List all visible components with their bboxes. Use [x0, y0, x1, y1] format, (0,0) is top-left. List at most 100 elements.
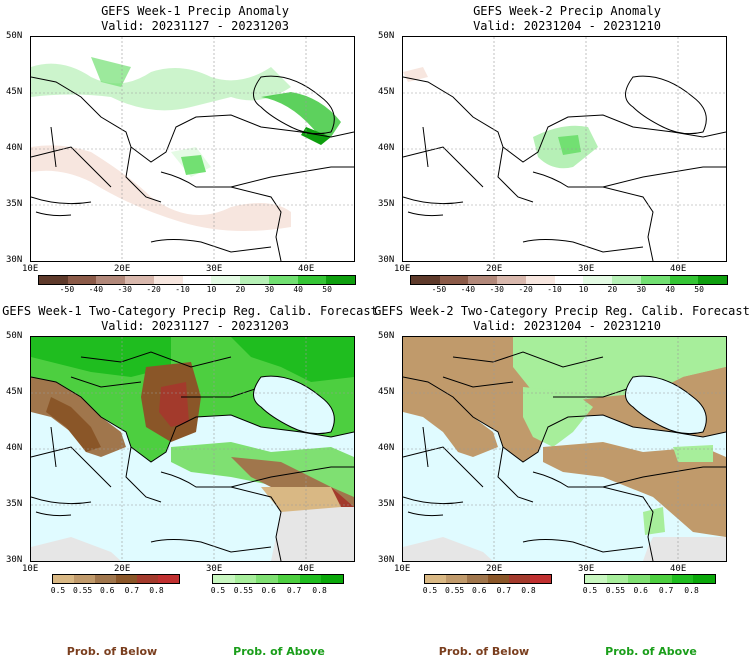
lat-label: 40N	[6, 143, 23, 153]
panel2-valid: Valid: 20231204 - 20231210	[473, 19, 661, 33]
above-colorbar-2	[584, 574, 716, 584]
prob-below-label-2: Prob. of Below	[438, 645, 530, 658]
colorbar-segment	[640, 276, 670, 284]
colorbar-tick-label: 0.8	[521, 586, 536, 595]
map-week2-two-category	[402, 336, 727, 562]
colorbar-tick-label: 0.6	[261, 586, 276, 595]
colorbar-segment	[53, 575, 74, 583]
panel3-valid: Valid: 20231127 - 20231203	[101, 319, 289, 333]
colorbar-segment	[39, 276, 68, 284]
lat-label: 50N	[6, 331, 23, 341]
lon-label: 10E	[22, 264, 39, 274]
colorbar-tick-label: 0.55	[444, 586, 465, 595]
colorbar-tick-label: -30	[117, 285, 132, 294]
below-colorbar-2	[424, 574, 552, 584]
colorbar-segment	[530, 575, 551, 583]
colorbar-tick-label: 0.7	[658, 586, 674, 595]
lon-label: 30E	[206, 564, 223, 574]
lat-label: 30N	[378, 255, 395, 265]
lat-label: 35N	[378, 199, 395, 209]
colorbar-segment	[240, 276, 269, 284]
below-colorbar-1	[52, 574, 180, 584]
panel4-valid: Valid: 20231204 - 20231210	[473, 319, 661, 333]
colorbar-segment	[509, 575, 530, 583]
colorbar-segment	[650, 575, 672, 583]
lon-label: 30E	[578, 564, 595, 574]
lon-label: 20E	[486, 264, 503, 274]
colorbar-tick-label: 0.5	[422, 586, 438, 595]
prob-above-label-1: Prob. of Above	[233, 645, 325, 658]
colorbar-segment	[326, 276, 356, 284]
lat-label: 45N	[6, 87, 23, 97]
above-colorbar-1	[212, 574, 344, 584]
colorbar-tick-label: 0.55	[233, 586, 254, 595]
colorbar-tick-label: 0.55	[605, 586, 626, 595]
colorbar-segment	[182, 276, 212, 284]
map-week2-anomaly	[402, 36, 727, 262]
colorbar-tick-label: 0.6	[99, 586, 115, 595]
colorbar-segment	[585, 575, 607, 583]
lon-label: 40E	[298, 264, 315, 274]
prob-below-label-1: Prob. of Below	[66, 645, 158, 658]
colorbar-tick-label: 50	[694, 285, 704, 294]
lat-label: 35N	[6, 199, 23, 209]
colorbar-tick-label: 0.55	[72, 586, 93, 595]
colorbar-tick-label: -50	[431, 285, 447, 294]
colorbar-tick-label: 40	[293, 285, 303, 294]
colorbar-tick-label: 40	[665, 285, 675, 294]
colorbar-tick-label: -30	[489, 285, 504, 294]
colorbar-tick-label: 30	[636, 285, 647, 294]
panel1-valid: Valid: 20231127 - 20231203	[101, 19, 289, 33]
panel3-title: GEFS Week-1 Two-Category Precip Reg. Cal…	[2, 304, 378, 318]
lat-label: 50N	[378, 31, 395, 41]
colorbar-tick-label: 0.7	[286, 586, 302, 595]
prob-above-label-2: Prob. of Above	[605, 645, 697, 658]
colorbar-segment	[606, 575, 629, 583]
colorbar-tick-label: 30	[264, 285, 275, 294]
colorbar-segment	[554, 276, 584, 284]
colorbar-tick-label: 0.5	[50, 586, 66, 595]
lon-label: 10E	[394, 264, 411, 274]
lon-label: 40E	[670, 564, 687, 574]
lat-label: 45N	[378, 387, 395, 397]
colorbar-segment	[256, 575, 279, 583]
colorbar-tick-label: 0.6	[471, 586, 487, 595]
colorbar-tick-label: 0.7	[496, 586, 512, 595]
colorbar-tick-label: -10	[175, 285, 190, 294]
colorbar-segment	[693, 575, 716, 583]
colorbar-segment	[299, 575, 322, 583]
colorbar-tick-label: -40	[460, 285, 476, 294]
lat-label: 50N	[378, 331, 395, 341]
colorbar-tick-label: 0.8	[149, 586, 164, 595]
colorbar-segment	[583, 276, 613, 284]
map-week1-two-category	[30, 336, 355, 562]
anomaly-colorbar-1	[38, 275, 356, 285]
colorbar-tick-label: 20	[607, 285, 618, 294]
lon-label: 10E	[22, 564, 39, 574]
colorbar-segment	[446, 575, 467, 583]
colorbar-segment	[497, 276, 526, 284]
colorbar-tick-label: 0.8	[312, 586, 327, 595]
colorbar-segment	[211, 276, 241, 284]
colorbar-tick-label: 0.5	[210, 586, 226, 595]
colorbar-tick-label: -20	[146, 285, 161, 294]
colorbar-segment	[153, 276, 183, 284]
colorbar-tick-label: 10	[206, 285, 217, 294]
lat-label: 40N	[378, 443, 395, 453]
colorbar-segment	[467, 575, 488, 583]
colorbar-segment	[158, 575, 179, 583]
colorbar-segment	[612, 276, 641, 284]
lon-label: 40E	[298, 564, 315, 574]
colorbar-segment	[278, 575, 300, 583]
lon-label: 40E	[670, 264, 687, 274]
panel4-title: GEFS Week-2 Two-Category Precip Reg. Cal…	[374, 304, 750, 318]
lat-label: 35N	[378, 499, 395, 509]
lon-label: 20E	[486, 564, 503, 574]
panel2-title: GEFS Week-2 Precip Anomaly	[473, 4, 661, 18]
colorbar-segment	[468, 276, 498, 284]
colorbar-tick-label: 0.7	[124, 586, 140, 595]
lon-label: 20E	[114, 564, 131, 574]
colorbar-segment	[125, 276, 154, 284]
colorbar-tick-label: -50	[59, 285, 75, 294]
lon-label: 10E	[394, 564, 411, 574]
